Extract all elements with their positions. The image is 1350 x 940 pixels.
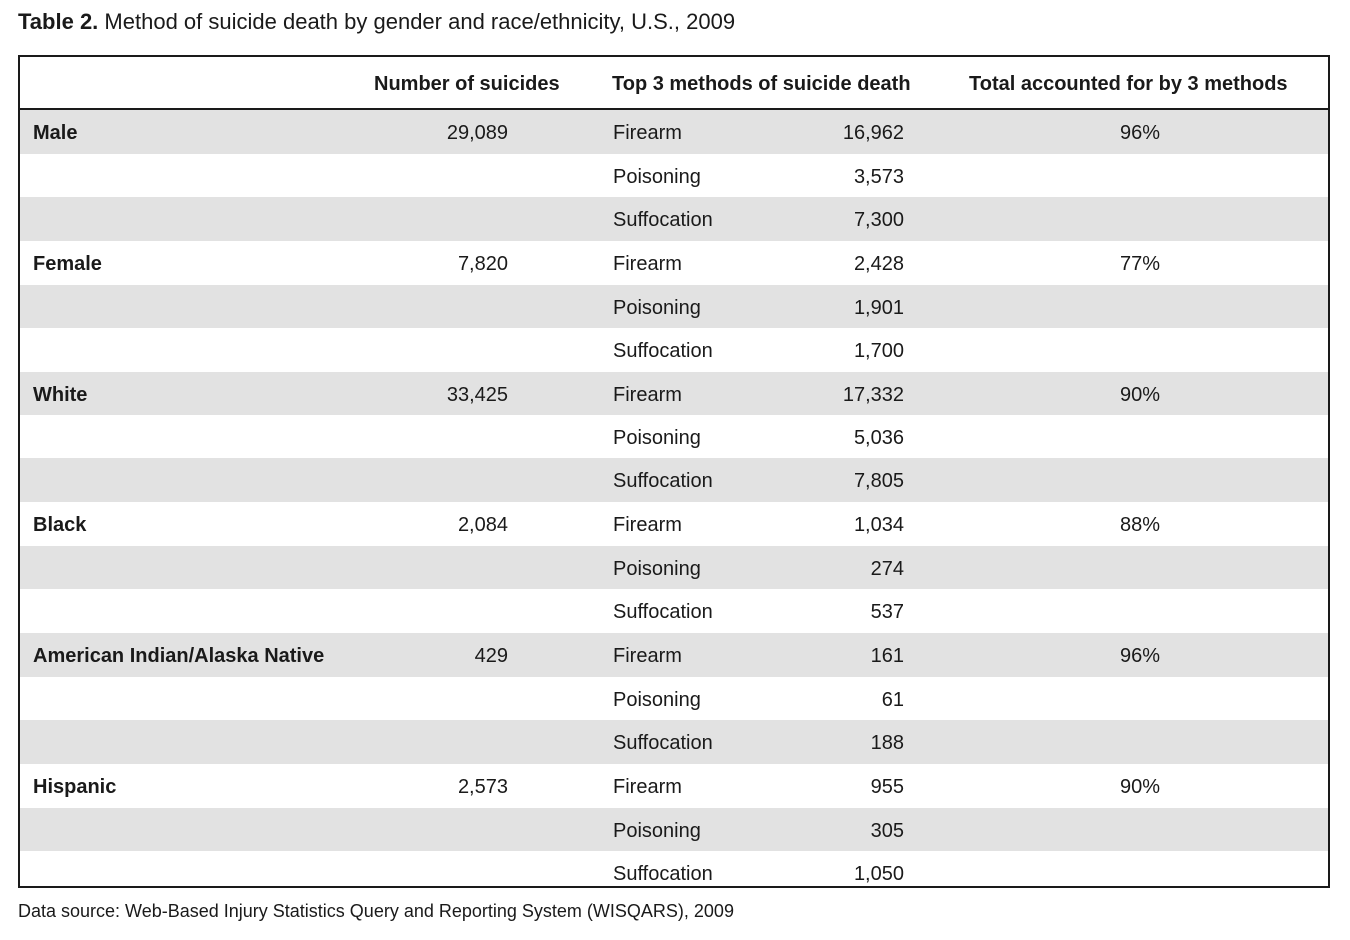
method-name-cell: Poisoning — [613, 166, 701, 188]
method-count-cell: 161 — [870, 645, 904, 667]
method-name-cell: Firearm — [613, 384, 682, 406]
data-table: Number of suicides Top 3 methods of suic… — [18, 55, 1330, 888]
table-row: White 33,425 90% Firearm 17,332 — [20, 372, 1328, 415]
number-of-suicides-cell: 2,084 — [457, 514, 508, 536]
table-row: Hispanic 2,573 90% Firearm 955 — [20, 764, 1328, 808]
group-name-cell: American Indian/Alaska Native — [33, 645, 325, 667]
method-name-cell: Suffocation — [613, 601, 713, 623]
table-row: Suffocation 537 — [20, 589, 1328, 633]
method-count-cell: 955 — [870, 776, 904, 798]
group-name-cell: Female — [33, 253, 102, 275]
table-row: Suffocation 7,805 — [20, 458, 1328, 502]
table-header: Number of suicides Top 3 methods of suic… — [20, 57, 1328, 110]
method-count-cell: 1,034 — [853, 514, 904, 536]
method-count-cell: 274 — [870, 558, 904, 580]
number-of-suicides-cell: 33,425 — [446, 384, 508, 406]
total-accounted-cell: 77% — [1120, 253, 1161, 275]
data-source-note: Data source: Web-Based Injury Statistics… — [18, 901, 734, 921]
number-of-suicides-cell: 7,820 — [457, 253, 508, 275]
table-row: Poisoning 274 — [20, 546, 1328, 589]
method-name-cell: Poisoning — [613, 558, 701, 580]
group-name-cell: Hispanic — [33, 776, 117, 798]
method-name-cell: Firearm — [613, 122, 682, 144]
method-count-cell: 7,805 — [853, 470, 904, 492]
table-row: Suffocation 7,300 — [20, 197, 1328, 241]
table-row: Poisoning 5,036 — [20, 415, 1328, 458]
method-name-cell: Suffocation — [613, 470, 713, 492]
table-row: Poisoning 305 — [20, 808, 1328, 851]
method-name-cell: Firearm — [613, 253, 682, 275]
number-of-suicides-cell: 429 — [474, 645, 508, 667]
method-count-cell: 7,300 — [853, 209, 904, 231]
method-count-cell: 2,428 — [853, 253, 904, 275]
table-row: Suffocation 1,050 — [20, 851, 1328, 887]
method-count-cell: 61 — [881, 689, 904, 711]
table-title: Table 2. Method of suicide death by gend… — [18, 8, 735, 36]
method-name-cell: Poisoning — [613, 297, 701, 319]
table-row: Male 29,089 96% Firearm 16,962 — [20, 110, 1328, 154]
table-label: Table 2. — [18, 9, 99, 34]
table-row: American Indian/Alaska Native 429 96% Firea… — [20, 633, 1328, 677]
number-of-suicides-cell: 29,089 — [446, 122, 508, 144]
total-accounted-cell: 90% — [1120, 384, 1161, 406]
method-count-cell: 1,901 — [853, 297, 904, 319]
method-count-cell: 3,573 — [853, 166, 904, 188]
group-name-cell: Black — [33, 514, 87, 536]
table-caption: Method of suicide death by gender and ra… — [104, 9, 736, 34]
number-of-suicides-cell: 2,573 — [457, 776, 508, 798]
method-name-cell: Firearm — [613, 776, 682, 798]
table-row: Black 2,084 88% Firearm 1,034 — [20, 502, 1328, 546]
method-name-cell: Poisoning — [613, 689, 701, 711]
table-row: Poisoning 1,901 — [20, 285, 1328, 328]
total-accounted-cell: 96% — [1120, 122, 1161, 144]
header-number-of-suicides: Number of suicides — [374, 73, 560, 95]
method-count-cell: 1,700 — [853, 340, 904, 362]
method-name-cell: Poisoning — [613, 427, 701, 449]
method-count-cell: 16,962 — [842, 122, 904, 144]
total-accounted-cell: 96% — [1120, 645, 1161, 667]
method-name-cell: Poisoning — [613, 820, 701, 842]
header-top-methods: Top 3 methods of suicide death — [612, 73, 911, 95]
table-row: Suffocation 1,700 — [20, 328, 1328, 372]
total-accounted-cell: 88% — [1120, 514, 1161, 536]
group-name-cell: Male — [33, 122, 78, 144]
table-row: Suffocation 188 — [20, 720, 1328, 764]
header-total-accounted: Total accounted for by 3 methods — [969, 73, 1288, 95]
method-name-cell: Suffocation — [613, 732, 713, 754]
method-name-cell: Suffocation — [613, 209, 713, 231]
method-count-cell: 1,050 — [853, 863, 904, 885]
total-accounted-cell: 90% — [1120, 776, 1161, 798]
method-name-cell: Suffocation — [613, 863, 713, 885]
table-row: Female 7,820 77% Firearm 2,428 — [20, 241, 1328, 285]
group-name-cell: White — [33, 384, 88, 406]
method-count-cell: 5,036 — [853, 427, 904, 449]
method-name-cell: Suffocation — [613, 340, 713, 362]
method-count-cell: 537 — [870, 601, 904, 623]
method-name-cell: Firearm — [613, 645, 682, 667]
method-count-cell: 188 — [870, 732, 904, 754]
method-count-cell: 17,332 — [842, 384, 904, 406]
method-count-cell: 305 — [870, 820, 904, 842]
table-row: Poisoning 3,573 — [20, 154, 1328, 197]
table-row: Poisoning 61 — [20, 677, 1328, 720]
method-name-cell: Firearm — [613, 514, 682, 536]
